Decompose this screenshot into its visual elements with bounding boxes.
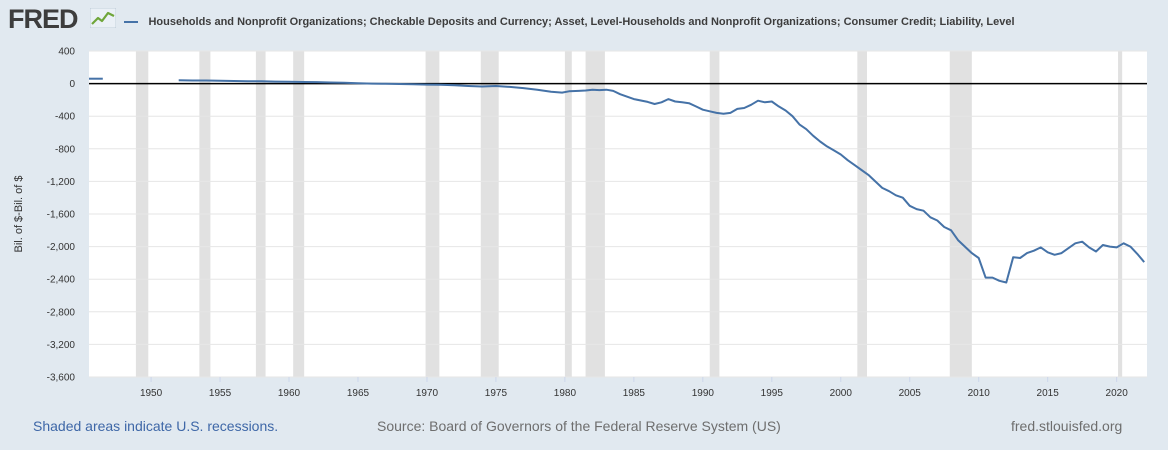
series-line[interactable] xyxy=(178,79,1145,284)
y-tick-label: -2,400 xyxy=(47,275,76,286)
y-tick-label: -800 xyxy=(55,144,75,155)
series-group xyxy=(89,77,1145,284)
y-tick-label: -2,000 xyxy=(47,242,76,253)
x-tick-label: 1975 xyxy=(485,388,508,399)
y-tick-label: -3,200 xyxy=(47,340,76,351)
y-axis-label: Bil. of $-Bil. of $ xyxy=(13,175,25,252)
y-tick-label: -1,600 xyxy=(47,210,76,221)
x-tick-label: 1960 xyxy=(278,388,301,399)
x-tick-label: 2010 xyxy=(968,388,991,399)
grid-lines xyxy=(89,50,1147,378)
line-chart-icon xyxy=(90,8,116,28)
y-axis: 400 0 -400 -800 -1,200 -1,600 -2,000 -2,400 -2,8… xyxy=(47,47,76,384)
x-tick-label: 1980 xyxy=(554,388,577,399)
y-tick-label: -3,600 xyxy=(47,373,76,384)
x-tick-label: 2000 xyxy=(830,388,853,399)
y-tick-label: 400 xyxy=(58,47,75,58)
x-tick-label: 1955 xyxy=(209,388,232,399)
y-tick-label: -400 xyxy=(55,112,75,123)
legend-label: Households and Nonprofit Organizations; … xyxy=(148,15,1015,28)
x-tick-label: 2015 xyxy=(1037,388,1060,399)
x-tick-label: 1995 xyxy=(761,388,784,399)
x-tick-label: 1990 xyxy=(692,388,715,399)
legend-swatch xyxy=(124,20,138,23)
x-tick-label: 2005 xyxy=(899,388,922,399)
fred-logo[interactable]: FRED xyxy=(8,4,78,34)
chart-header: FRED Households and Nonprofit Organizati… xyxy=(0,0,1168,40)
fred-site-link[interactable]: fred.stlouisfed.org xyxy=(1011,418,1123,434)
x-axis: 1950 1955 1960 1965 1970 1975 1980 1985 1990 1995… xyxy=(140,377,1128,399)
x-tick-label: 1970 xyxy=(416,388,439,399)
y-tick-label: -2,800 xyxy=(47,307,76,318)
x-tick-label: 2020 xyxy=(1106,388,1129,399)
recessions-note-link[interactable]: Shaded areas indicate U.S. recessions. xyxy=(33,418,279,434)
x-tick-label: 1985 xyxy=(623,388,646,399)
y-tick-label: -1,200 xyxy=(47,177,76,188)
chart-area: 400 0 -400 -800 -1,200 -1,600 -2,000 -2,400 -2,8… xyxy=(13,47,1147,399)
x-tick-label: 1965 xyxy=(347,388,370,399)
y-tick-label: 0 xyxy=(69,79,75,90)
x-tick-label: 1950 xyxy=(140,388,163,399)
legend: Households and Nonprofit Organizations; … xyxy=(124,13,1015,31)
source-note: Source: Board of Governors of the Federa… xyxy=(377,418,781,434)
